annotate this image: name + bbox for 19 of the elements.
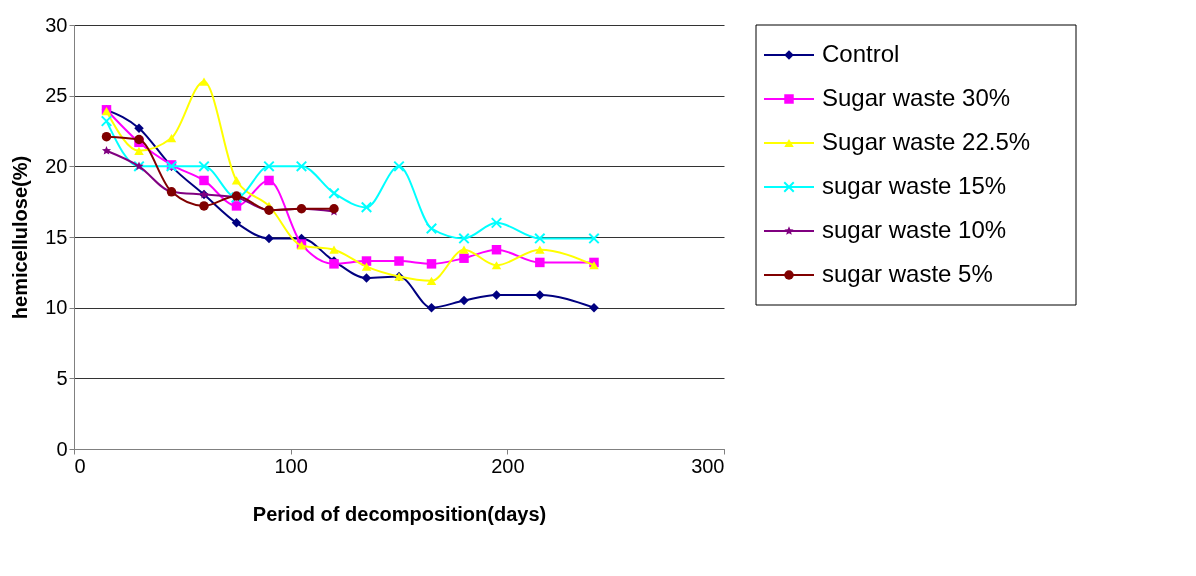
x-tick-label: 200 xyxy=(491,454,525,477)
legend-label: Sugar waste 30% xyxy=(822,84,1011,111)
x-tick-label: 100 xyxy=(274,454,308,477)
y-tick-label: 25 xyxy=(45,84,68,107)
y-axis-title: hemicellulose(%) xyxy=(9,155,32,320)
legend-label: sugar waste 10% xyxy=(822,216,1007,243)
legend-label: Control xyxy=(822,40,900,67)
x-axis-title: Period of decomposition(days) xyxy=(252,502,547,525)
x-tick-label: 0 xyxy=(74,454,86,477)
legend-label: Sugar waste 22.5% xyxy=(822,128,1031,155)
legend-label: sugar waste 15% xyxy=(822,172,1007,199)
legend-label: sugar waste 5% xyxy=(822,260,993,287)
y-tick-label: 20 xyxy=(45,154,68,177)
y-tick-label: 15 xyxy=(45,225,68,248)
x-tick-label: 300 xyxy=(691,454,725,477)
y-tick-label: 0 xyxy=(56,437,68,460)
y-tick-label: 30 xyxy=(45,13,68,36)
y-tick-label: 5 xyxy=(56,366,68,389)
y-tick-label: 10 xyxy=(45,296,68,319)
